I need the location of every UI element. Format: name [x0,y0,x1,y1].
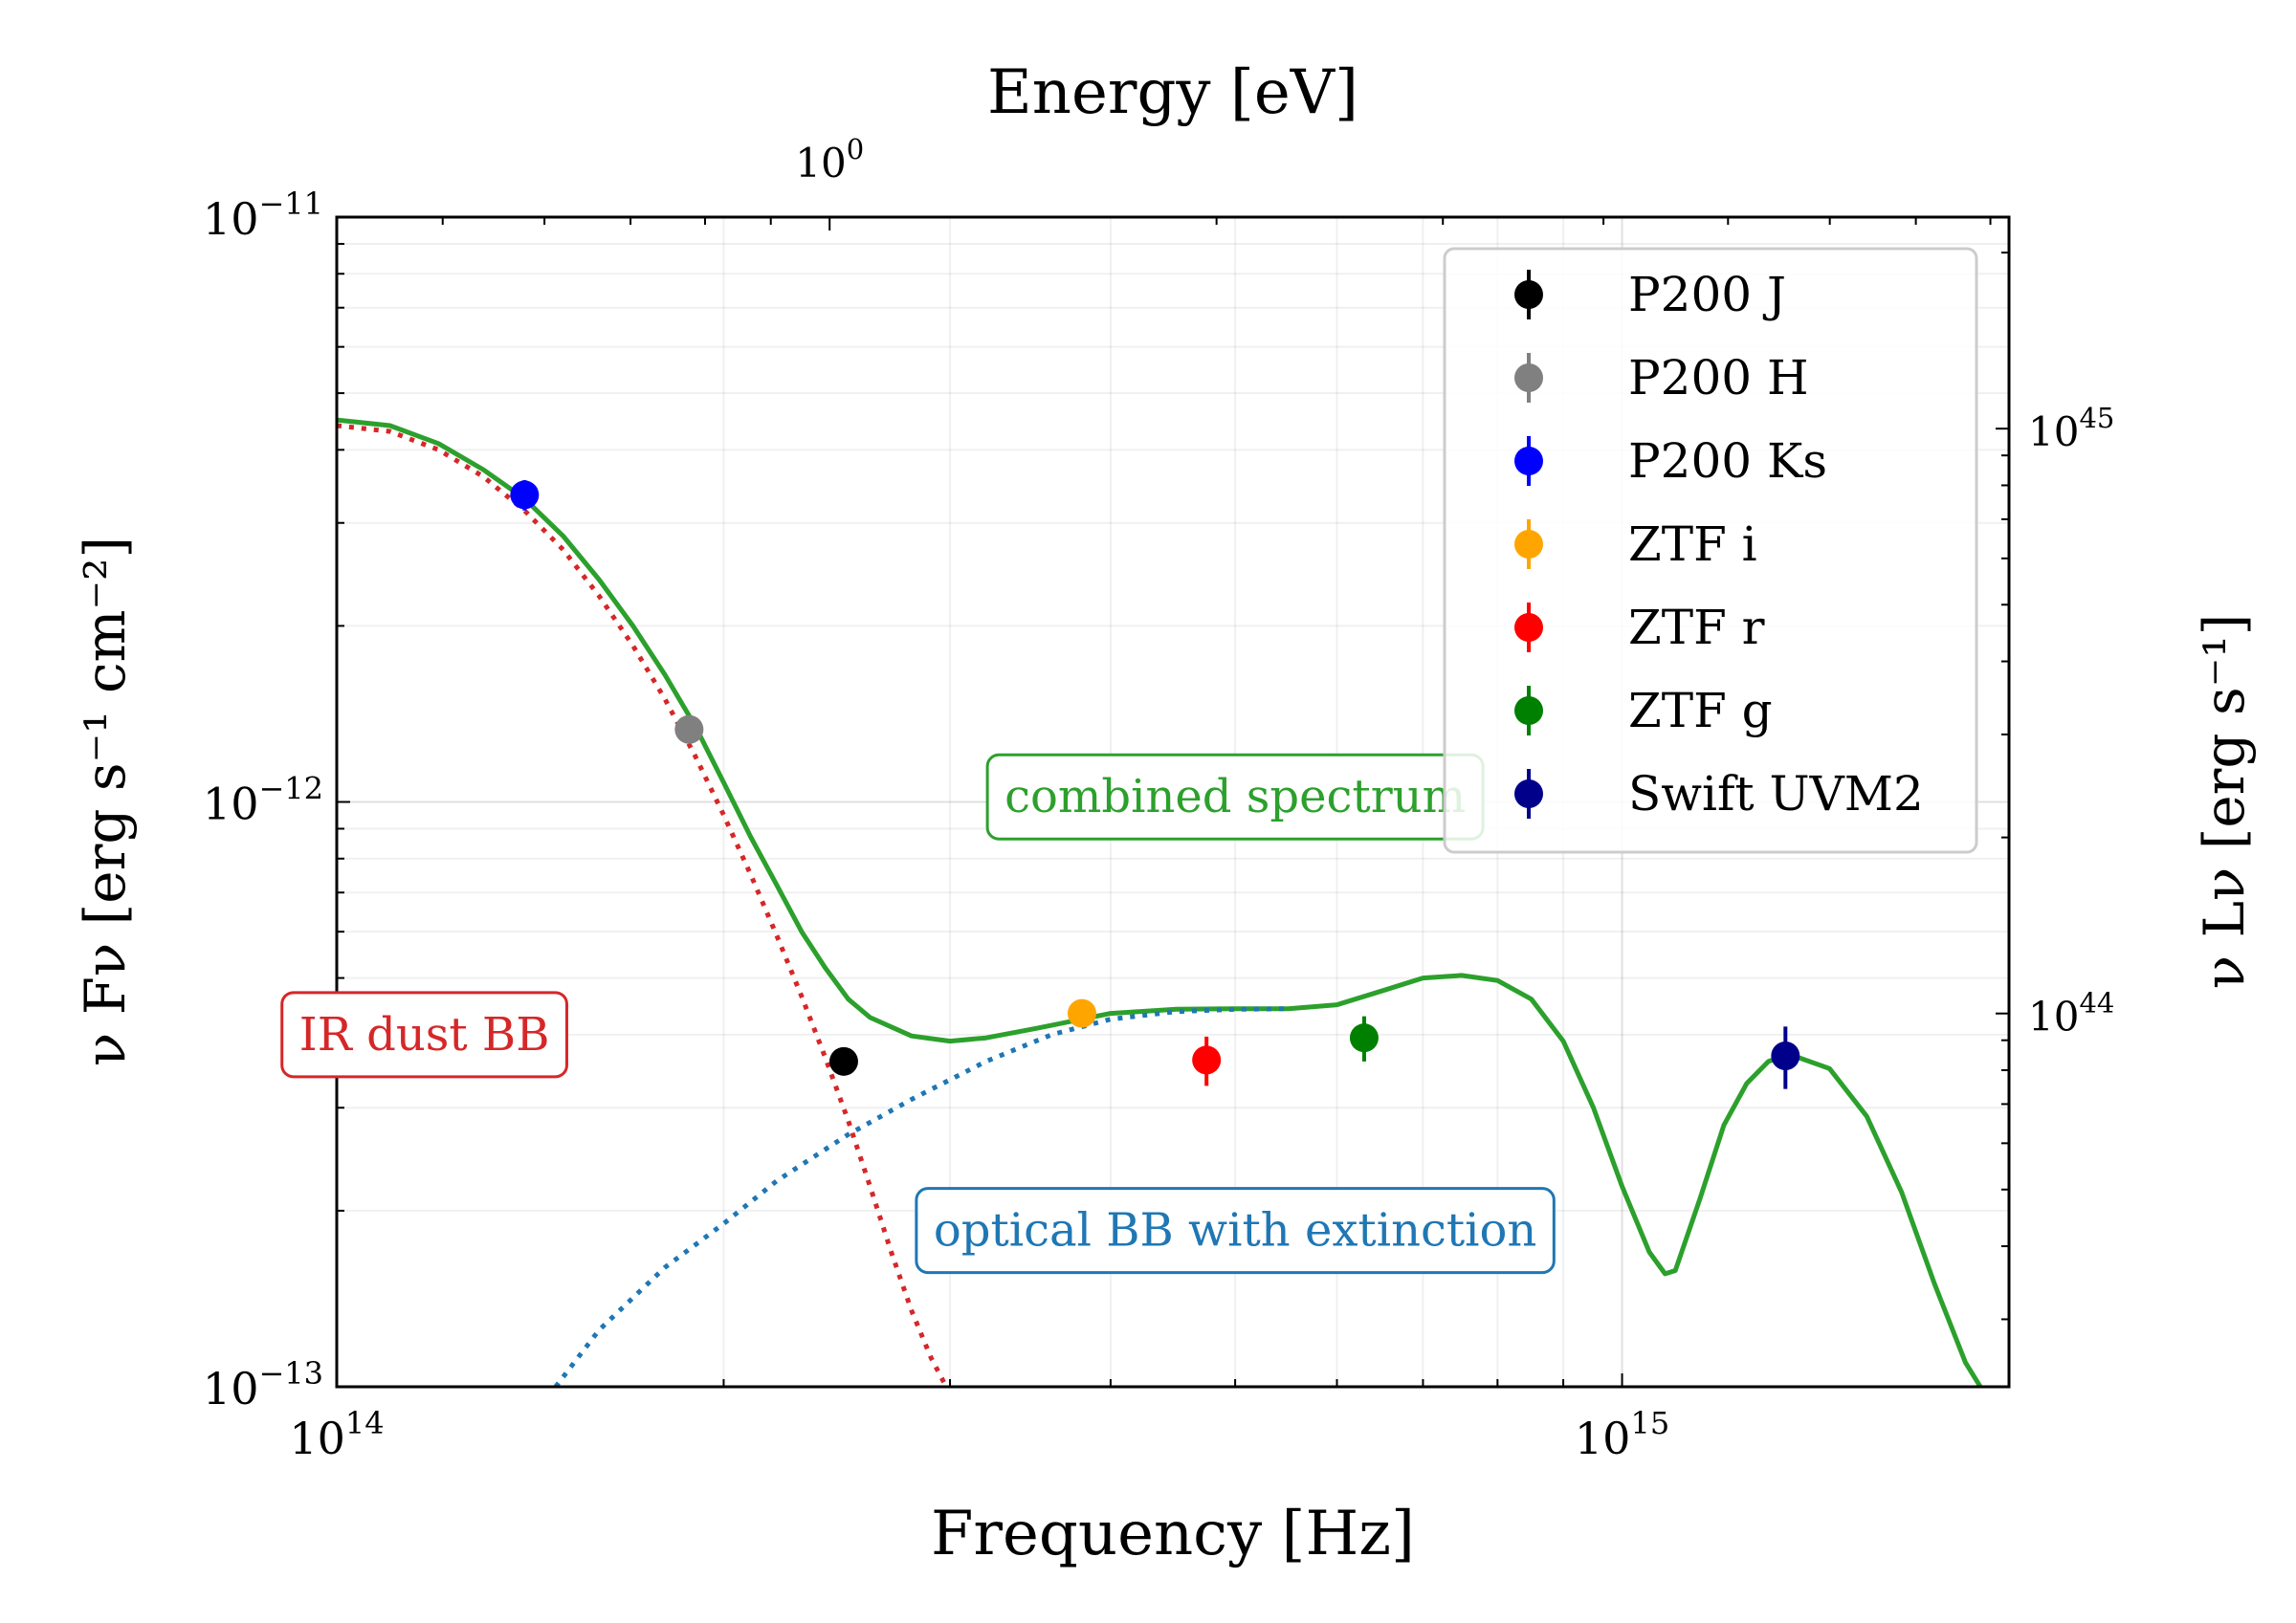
legend-marker-ztf-r [1514,613,1543,642]
axis-ticks: 1014 1015 10−13 10−12 10−11 100 1044 1045 [203,133,2114,1464]
annotation-optical-bb-with-extinction-box [915,1187,1556,1275]
legend-marker-p200-ks [1514,447,1543,475]
legend-marker-p200-h [1514,363,1543,392]
annotation-optical-bb-with-extinction: optical BB with extinction [915,1187,1556,1275]
annotation-ir-dust-bb-box [280,991,568,1079]
legend-label-swift-uvm2: Swift UVM2 [1628,766,1924,822]
x-tick-label: 1014 [289,1405,384,1464]
right-tick-label: 1045 [2028,402,2114,455]
x-axis-label: Frequency [Hz] [931,1499,1415,1569]
legend: P200 J P200 H P200 Ks ZTF i ZTF r ZTF g Swift … [1443,247,1978,854]
y-tick-label: 10−13 [203,1355,323,1415]
legend-label-p200-j: P200 J [1628,267,1786,322]
x-tick-label: 1015 [1575,1405,1669,1464]
point-p200-h [674,714,704,744]
y-axis-label: ν Fν [erg s⁻¹ cm⁻²] [73,537,138,1066]
legend-label-p200-ks: P200 Ks [1628,433,1827,489]
legend-label-ztf-i: ZTF i [1628,516,1757,572]
curve-optical-bb-with-extinction [553,1006,1289,1387]
annotation-optical-bb-with-extinction-text: optical BB with extinction [934,1204,1536,1258]
legend-box [1443,247,1978,854]
point-ztf-i [1067,998,1096,1028]
right-tick-label: 1044 [2028,987,2114,1041]
legend-label-ztf-r: ZTF r [1628,600,1765,655]
point-ztf-r [1192,1045,1222,1075]
top-tick-label: 100 [795,133,864,186]
curve-combined-spectrum [337,417,1983,1387]
legend-marker-p200-j [1514,280,1543,309]
annotation-combined-spectrum: combined spectrum [985,753,1485,841]
legend-marker-ztf-i [1514,530,1543,559]
right-y-axis-label: ν Lν [erg s⁻¹] [2192,614,2257,989]
point-p200-ks [510,480,540,510]
data-points [510,480,1800,1089]
point-ztf-g [1349,1023,1379,1053]
annotation-combined-spectrum-text: combined spectrum [1004,770,1466,823]
annotations: combined spectrum IR dust BB optical BB wi… [280,753,1556,1275]
point-swift-uvm2 [1771,1041,1800,1070]
y-tick-label: 10−12 [203,771,323,830]
annotation-ir-dust-bb-text: IR dust BB [299,1008,550,1062]
point-p200-j [828,1046,858,1076]
top-axis-label: Energy [eV] [987,57,1358,128]
legend-marker-ztf-g [1514,696,1543,725]
legend-label-p200-h: P200 H [1628,350,1809,406]
annotation-ir-dust-bb: IR dust BB [280,991,568,1079]
model-curves [337,417,1983,1387]
legend-label-ztf-g: ZTF g [1628,683,1773,738]
legend-marker-swift-uvm2 [1514,779,1543,808]
curve-ir-dust-bb [337,423,949,1387]
y-tick-label: 10−11 [203,186,323,245]
